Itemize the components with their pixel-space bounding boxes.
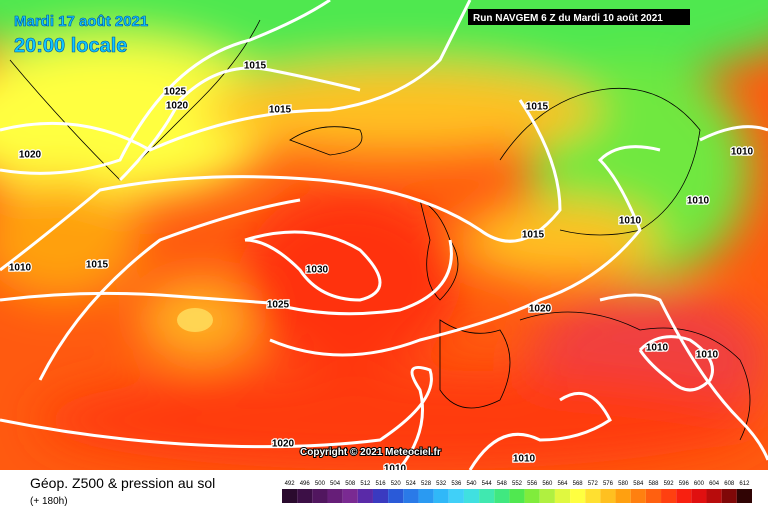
scale-swatch <box>418 489 434 503</box>
scale-swatch <box>691 489 707 503</box>
scale-label: 592 <box>664 481 675 487</box>
scale-swatch <box>357 489 373 503</box>
scale-swatch <box>479 489 495 503</box>
scale-swatch <box>721 489 737 503</box>
scale-label: 548 <box>497 481 508 487</box>
scale-swatch <box>372 489 389 503</box>
scale-swatch <box>463 489 480 503</box>
scale-label: 536 <box>451 481 462 487</box>
scale-swatch <box>448 489 464 503</box>
forecast-time: 20:00 locale <box>14 35 127 57</box>
isobar-label: 1015 <box>269 105 292 116</box>
geopotential-field <box>0 0 768 470</box>
run-box <box>468 9 690 25</box>
isobar-label: 1010 <box>9 263 32 274</box>
isobar-label: 1015 <box>526 102 549 113</box>
scale-label: 492 <box>285 481 296 487</box>
isobar-label: 1015 <box>244 61 267 72</box>
isobar-label: 1020 <box>272 439 295 450</box>
scale-label: 560 <box>542 481 553 487</box>
isobar-label: 1010 <box>731 147 754 158</box>
scale-swatch <box>524 489 540 503</box>
scale-label: 496 <box>300 481 311 487</box>
isobar-label: 1020 <box>19 150 42 161</box>
scale-label: 572 <box>588 481 599 487</box>
scale-swatch <box>585 489 601 503</box>
scale-label: 500 <box>315 481 326 487</box>
scale-label: 556 <box>527 481 538 487</box>
copyright: Copyright © 2021 Meteociel.fr <box>300 447 441 458</box>
scale-label: 504 <box>330 481 341 487</box>
scale-swatch <box>327 489 343 503</box>
isobars <box>0 0 768 471</box>
isobar-label: 1025 <box>164 87 187 98</box>
scale-label: 544 <box>482 481 493 487</box>
scale-swatch <box>312 489 328 503</box>
scale-swatch <box>676 489 692 503</box>
scale-label: 576 <box>603 481 614 487</box>
scale-label: 552 <box>512 481 523 487</box>
scale-swatch <box>645 489 662 503</box>
scale-swatch <box>388 489 404 503</box>
scale-label: 512 <box>360 481 371 487</box>
isobar-label: 1010 <box>619 216 642 227</box>
scale-label: 532 <box>436 481 447 487</box>
scale-label: 608 <box>724 481 735 487</box>
isobar-label: 1015 <box>522 230 545 241</box>
scale-label: 540 <box>467 481 478 487</box>
scale-swatch <box>342 489 358 503</box>
scale-swatch <box>706 489 722 503</box>
scale-swatch <box>736 489 752 503</box>
isobar-label: 1010 <box>646 343 669 354</box>
forecast-date: Mardi 17 août 2021 <box>14 13 148 30</box>
isobar-label: 1030 <box>306 265 329 276</box>
isobar-label: 1015 <box>86 260 109 271</box>
scale-swatch <box>282 489 298 503</box>
coastlines <box>9 19 751 441</box>
scale-swatch <box>615 489 631 503</box>
scale-swatch <box>661 489 677 503</box>
scale-label: 520 <box>391 481 402 487</box>
scale-label: 612 <box>739 481 750 487</box>
scale-swatch <box>433 489 449 503</box>
scale-label: 580 <box>618 481 629 487</box>
scale-label: 564 <box>557 481 568 487</box>
run-info: Run NAVGEM 6 Z du Mardi 10 août 2021 <box>473 13 663 24</box>
isobar-label: 1020 <box>529 304 552 315</box>
isobar-label: 1020 <box>166 101 189 112</box>
scale-label: 508 <box>345 481 356 487</box>
scale-label: 568 <box>573 481 584 487</box>
scale-label: 524 <box>406 481 417 487</box>
legend-lead: (+ 180h) <box>30 496 68 507</box>
scale-swatch <box>297 489 313 503</box>
scale-swatch <box>570 489 586 503</box>
scale-swatch <box>630 489 646 503</box>
isobar-label: 1010 <box>696 350 719 361</box>
scale-label: 604 <box>709 481 720 487</box>
scale-label: 600 <box>694 481 705 487</box>
scale-label: 588 <box>648 481 659 487</box>
scale-swatch <box>554 489 571 503</box>
legend-title: Géop. Z500 & pression au sol <box>30 475 215 491</box>
scale-swatch <box>403 489 419 503</box>
scale-label: 584 <box>633 481 644 487</box>
scale-swatch <box>494 489 510 503</box>
scale-swatch <box>509 489 525 503</box>
scale-label: 528 <box>421 481 432 487</box>
scale-label: 596 <box>679 481 690 487</box>
scale-swatch <box>539 489 555 503</box>
scale-swatch <box>600 489 616 503</box>
isobar-label: 1010 <box>687 196 710 207</box>
isobar-label: 1010 <box>513 454 536 465</box>
isobar-label: 1025 <box>267 300 290 311</box>
scale-label: 516 <box>376 481 387 487</box>
color-scale: 492 496 500 504 508 512 516 520 524 528 532 536 540 5… <box>282 481 752 503</box>
